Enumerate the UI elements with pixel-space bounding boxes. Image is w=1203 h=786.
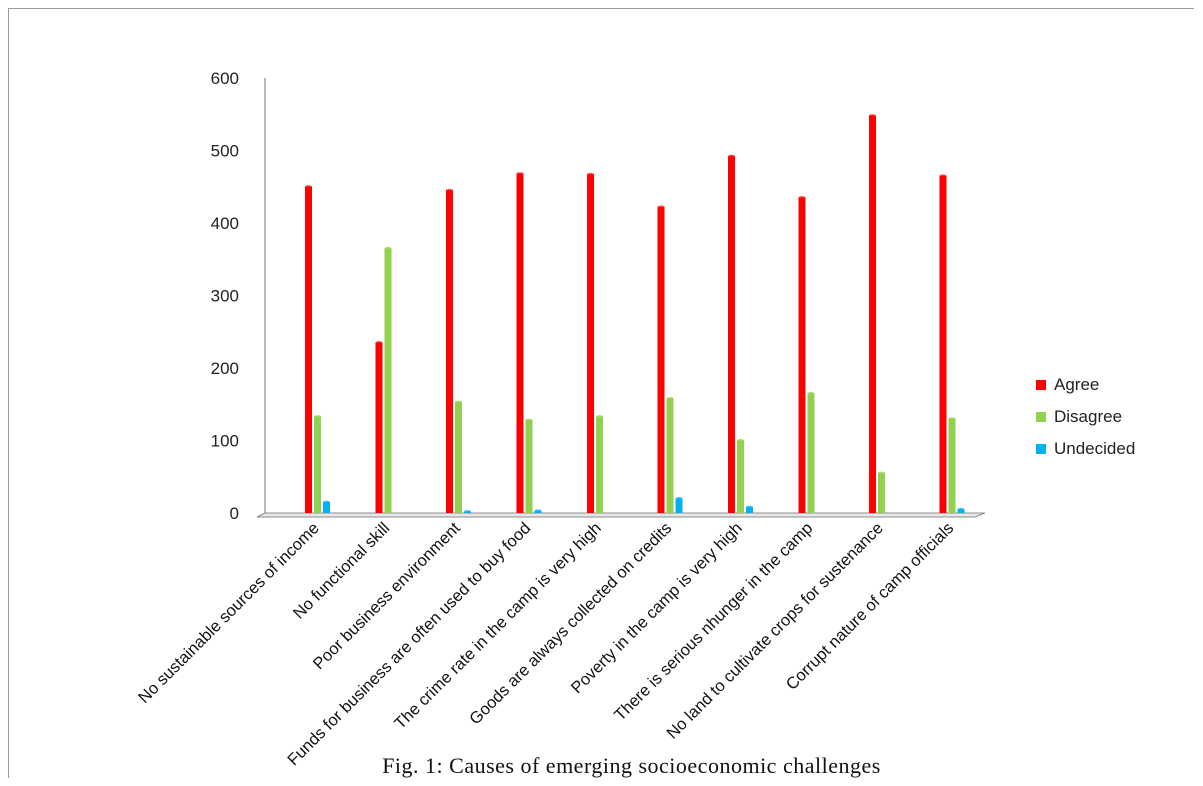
bar-agree-10 [939,175,947,513]
bar-top-agree-9 [869,114,876,118]
bar-agree-6 [657,207,665,514]
chart-axes [256,78,986,518]
bar-disagree-7 [737,440,744,513]
y-tick-label: 100 [211,432,239,451]
bar-top-disagree-10 [948,417,956,421]
legend-label-disagree: Disagree [1054,407,1122,426]
bar-undecided-7 [746,507,753,513]
bar-top-disagree-7 [737,439,744,442]
y-tick-label: 200 [211,359,239,378]
bar-disagree-4 [525,420,533,513]
legend-swatch-agree [1036,380,1046,390]
bar-top-disagree-9 [878,471,885,475]
y-tick-label: 500 [211,142,239,161]
bar-top-undecided-1 [323,500,330,504]
bar-disagree-3 [455,402,462,513]
bar-top-agree-5 [587,172,594,176]
bar-top-agree-10 [939,174,947,178]
bar-top-undecided-7 [746,505,753,509]
bar-top-disagree-3 [455,400,462,404]
bar-top-agree-3 [446,188,453,192]
bar-top-disagree-4 [525,418,533,422]
chart-bars [305,114,965,514]
bar-agree-9 [869,115,876,513]
chart-legend: Agree Disagree Undecided [1036,375,1135,458]
bar-disagree-2 [384,248,392,513]
bar-undecided-1 [323,502,330,513]
bar-top-agree-1 [305,185,312,189]
y-tick-label: 600 [211,69,239,88]
bar-top-disagree-6 [666,396,674,400]
bar-undecided-6 [675,498,683,513]
bar-top-undecided-10 [957,507,965,511]
bar-top-disagree-5 [596,415,603,419]
y-tick-label: 400 [211,214,239,233]
bar-top-undecided-4 [534,509,542,513]
x-tick-label: Poor business environment [310,519,464,673]
bar-disagree-6 [666,398,674,513]
bar-top-undecided-3 [464,510,471,514]
y-tick-label: 300 [211,287,239,306]
bar-top-disagree-1 [314,415,321,419]
bar-top-agree-2 [375,341,383,345]
bar-agree-8 [798,197,806,513]
bar-disagree-8 [807,393,815,513]
bar-agree-7 [728,156,735,514]
legend-swatch-disagree [1036,412,1046,422]
bar-disagree-1 [314,416,321,513]
bar-top-disagree-2 [384,246,392,250]
legend-swatch-undecided [1036,444,1046,454]
legend-label-undecided: Undecided [1054,439,1135,458]
figure-frame [8,8,1194,778]
figure-caption: Fig. 1: Causes of emerging socioeconomic… [382,753,881,778]
bar-top-agree-8 [798,196,806,200]
x-tick-label: Funds for business are often used to buy… [284,519,534,769]
y-axis-ticks: 0 100 200 300 400 500 600 [211,69,239,523]
bar-undecided-10 [957,509,965,513]
x-axis-floor [256,512,986,518]
bar-top-agree-4 [516,172,524,176]
bar-disagree-9 [878,473,885,513]
bar-disagree-5 [596,416,603,513]
bar-top-undecided-6 [675,497,683,500]
bar-top-disagree-8 [807,391,815,395]
bar-agree-5 [587,174,594,514]
bar-top-agree-6 [657,205,665,209]
y-tick-label: 0 [230,504,239,523]
bar-agree-1 [305,186,312,513]
bar-agree-3 [446,190,453,513]
legend-label-agree: Agree [1054,375,1099,394]
bar-top-agree-7 [728,154,735,158]
bar-agree-2 [375,342,383,513]
bar-agree-4 [516,173,524,513]
bar-disagree-10 [948,418,956,513]
